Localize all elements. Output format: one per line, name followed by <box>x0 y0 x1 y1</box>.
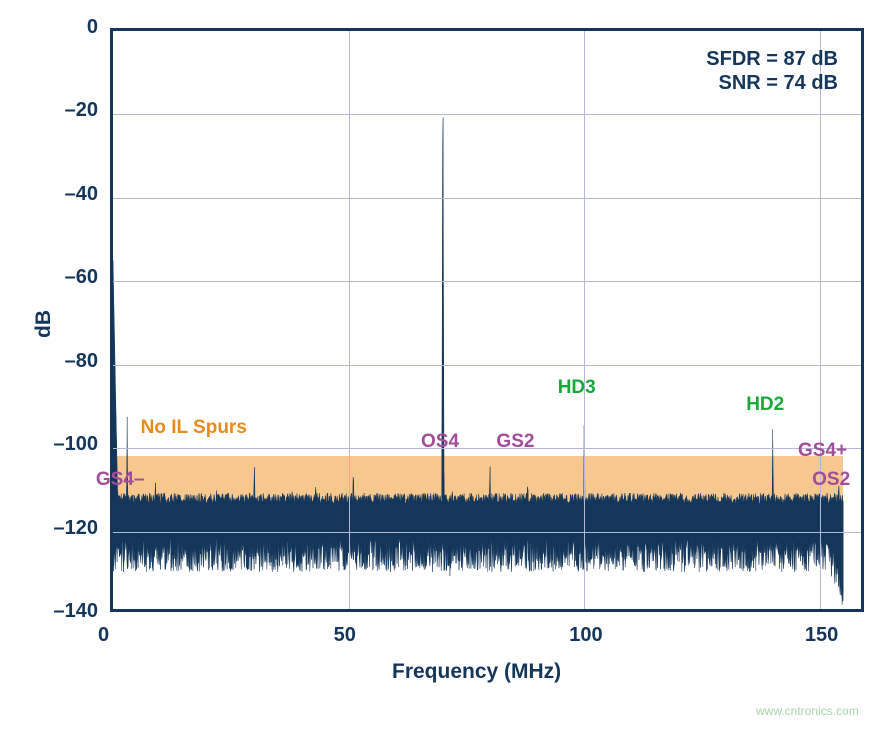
grid-line-v <box>349 31 350 609</box>
annotation-hd3: HD3 <box>558 377 596 399</box>
x-tick-label: 50 <box>334 624 356 647</box>
annotation-os4: OS4 <box>421 431 459 453</box>
annotation-gs4-: GS4– <box>96 469 145 491</box>
y-axis-label: dB <box>32 310 56 338</box>
grid-line-h <box>113 281 861 282</box>
x-tick-label: 100 <box>569 624 602 647</box>
y-tick-label: –140 <box>54 600 99 623</box>
x-axis-label: Frequency (MHz) <box>392 660 561 684</box>
annotation-gs2: GS2 <box>496 431 534 453</box>
grid-line-h <box>113 365 861 366</box>
watermark: www.cntronics.com <box>756 704 859 718</box>
grid-line-v <box>820 31 821 609</box>
y-tick-label: –60 <box>65 266 98 289</box>
y-tick-label: –100 <box>54 433 99 456</box>
grid-line-v <box>584 31 585 609</box>
y-tick-label: –40 <box>65 183 98 206</box>
y-tick-label: –120 <box>54 517 99 540</box>
grid-line-h <box>113 114 861 115</box>
fft-chart: 0 –20 –40 –60 –80 –100 –120 –140 0 50 100 150 dB F… <box>0 0 896 729</box>
y-tick-label: 0 <box>87 16 98 39</box>
annotation-gs4-: GS4+ <box>798 440 847 462</box>
sfdr-readout: SFDR = 87 dB <box>658 48 838 71</box>
spectrum-trace <box>113 31 867 615</box>
annotation-hd2: HD2 <box>746 394 784 416</box>
annotation-no-il-spurs: No IL Spurs <box>141 417 247 439</box>
y-tick-label: –80 <box>65 350 98 373</box>
snr-readout: SNR = 74 dB <box>658 72 838 95</box>
grid-line-h <box>113 198 861 199</box>
annotation-os2: OS2 <box>812 469 850 491</box>
y-tick-label: –20 <box>65 99 98 122</box>
grid-line-h <box>113 532 861 533</box>
grid-line-h <box>113 448 861 449</box>
x-tick-label: 150 <box>805 624 838 647</box>
plot-area <box>110 28 864 612</box>
x-tick-label: 0 <box>98 624 109 647</box>
